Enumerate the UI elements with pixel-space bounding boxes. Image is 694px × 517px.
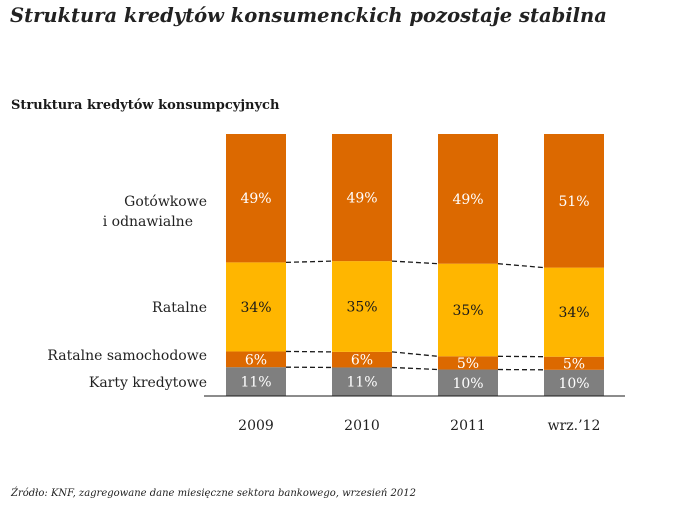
x-tick-label-3: 2011	[450, 418, 486, 434]
legend-label-ratalne: Ratalne	[152, 300, 207, 316]
bar-karty-kredytowe-3	[438, 369, 498, 396]
bar-ratalne-3	[438, 263, 498, 357]
legend: Karty kredytowe Ratalne samochodowe Rataln…	[47, 194, 207, 391]
connector-ratalne-3	[497, 263, 545, 269]
bar-ratalne-4	[544, 267, 604, 357]
legend-label-gotowkowe-i-odnawialne-line-1: Gotówkowe	[124, 194, 207, 210]
legend-label-gotowkowe-i-odnawialne-line-2: i odnawialne	[103, 214, 193, 230]
bar-ratalne-2	[332, 261, 392, 352]
value-label-gotowkowe-i-odnawialne-4: 51%	[558, 194, 589, 210]
value-label-karty-kredytowe-1: 11%	[240, 375, 271, 391]
x-tick-label-2: 2010	[344, 418, 380, 434]
connector-karty-kredytowe-2	[391, 366, 439, 371]
connector-lines	[285, 260, 545, 371]
page-title: Struktura kredytów konsumenckich pozosta…	[10, 4, 607, 27]
bar-ratalne-1	[226, 262, 286, 352]
value-label-karty-kredytowe-3: 10%	[452, 376, 483, 392]
x-axis: 2009 2010 2011 wrz.’12	[204, 395, 625, 434]
bar-karty-kredytowe-2	[332, 367, 392, 396]
value-label-ratalne-samochodowe-1: 6%	[245, 352, 267, 368]
connector-ratalne-samochodowe-2	[391, 351, 439, 357]
value-label-karty-kredytowe-4: 10%	[558, 376, 589, 392]
bar-ratalne-samochodowe-3	[438, 356, 498, 370]
bar-ratalne-samochodowe-1	[226, 351, 286, 368]
value-label-ratalne-4: 34%	[558, 305, 589, 321]
bar-ratalne-samochodowe-4	[544, 356, 604, 370]
value-label-ratalne-1: 34%	[240, 300, 271, 316]
bar-karty-kredytowe-4	[544, 369, 604, 396]
bar-gotowkowe-i-odnawialne-2	[332, 134, 392, 262]
chart-title: Struktura kredytów konsumpcyjnych	[11, 98, 280, 113]
value-label-ratalne-2: 35%	[346, 300, 377, 316]
connector-ratalne-1	[285, 260, 333, 264]
x-tick-label-4: wrz.’12	[548, 418, 601, 434]
bar-gotowkowe-i-odnawialne-1	[226, 134, 286, 263]
bar-karty-kredytowe-1	[226, 367, 286, 396]
value-label-ratalne-samochodowe-2: 6%	[351, 353, 373, 369]
bar-ratalne-samochodowe-2	[332, 351, 392, 368]
connector-ratalne-2	[391, 260, 439, 265]
bar-segments	[226, 134, 604, 396]
data-labels: 11% 6% 34% 49% 11% 6% 35% 49% 10% 5% 35% 49% 10% 5% 34…	[240, 191, 589, 392]
source-note: Źródło: KNF, zagregowane dane miesięczne…	[11, 488, 416, 499]
bar-gotowkowe-i-odnawialne-3	[438, 134, 498, 264]
x-tick-label-1: 2009	[238, 418, 274, 434]
legend-label-karty-kredytowe: Karty kredytowe	[89, 375, 207, 391]
value-label-karty-kredytowe-2: 11%	[346, 375, 377, 391]
value-label-gotowkowe-i-odnawialne-3: 49%	[452, 192, 483, 208]
legend-label-ratalne-samochodowe: Ratalne samochodowe	[47, 348, 207, 364]
value-label-gotowkowe-i-odnawialne-2: 49%	[346, 191, 377, 207]
value-label-ratalne-3: 35%	[452, 303, 483, 319]
value-label-gotowkowe-i-odnawialne-1: 49%	[240, 191, 271, 207]
bar-gotowkowe-i-odnawialne-4	[544, 134, 604, 268]
value-label-ratalne-samochodowe-3: 5%	[457, 356, 479, 372]
value-label-ratalne-samochodowe-4: 5%	[563, 356, 585, 372]
